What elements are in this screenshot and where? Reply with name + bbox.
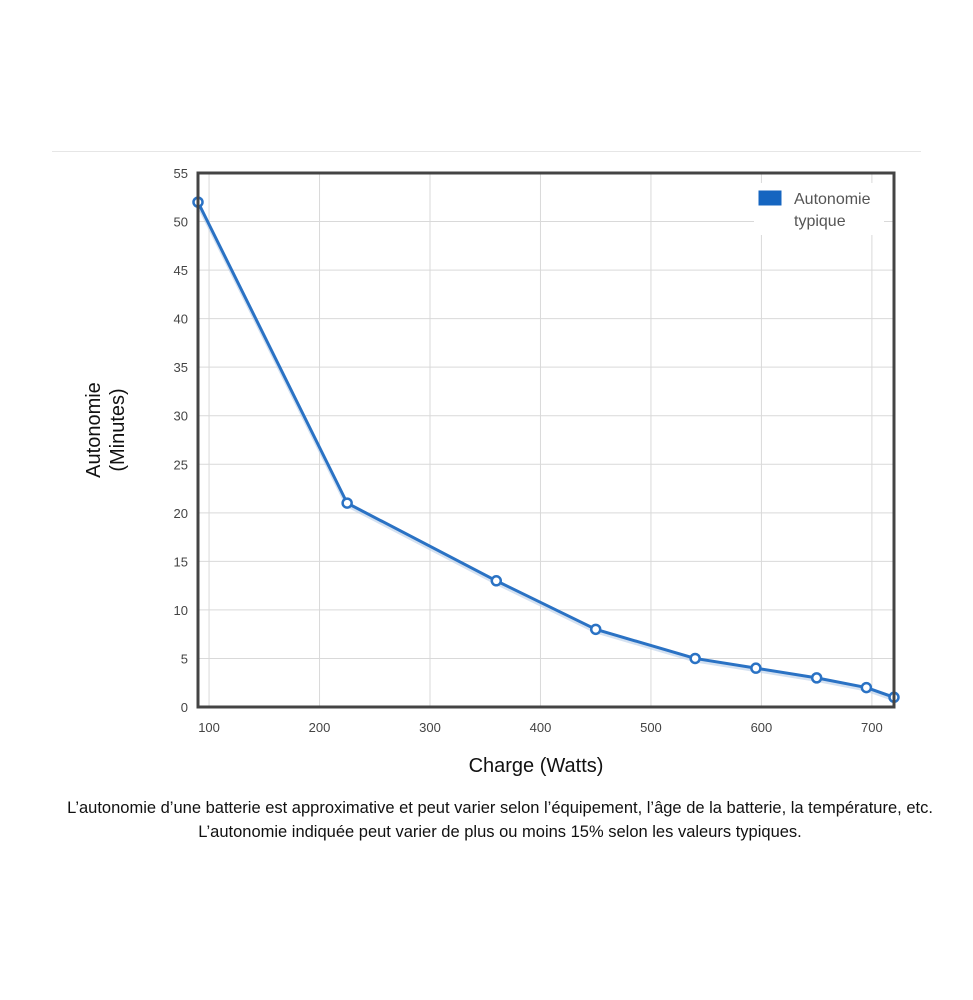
y-tick-label: 5: [181, 651, 188, 666]
x-tick-label: 700: [861, 720, 883, 735]
data-point: [689, 652, 701, 665]
y-tick-label: 50: [174, 215, 188, 230]
y-axis-title: Autonomie (Minutes): [83, 382, 129, 478]
plot-frame: [196, 171, 896, 709]
y-tick-label: 15: [174, 554, 188, 569]
y-tick-label: 35: [174, 360, 188, 375]
data-point: [341, 497, 353, 509]
y-tick-label: 40: [174, 312, 188, 327]
legend-label-line: typique: [794, 213, 846, 230]
y-tick-label: 25: [174, 457, 188, 472]
data-point: [490, 575, 503, 587]
x-tick-label: 100: [198, 720, 220, 735]
x-tick-label: 300: [419, 720, 441, 735]
x-tick-label: 600: [751, 720, 773, 735]
y-tick-label: 10: [174, 603, 188, 618]
chart-caption: L’autonomie d’une batterie est approxima…: [67, 799, 933, 841]
legend-swatch: [757, 189, 783, 207]
y-tick-label: 20: [174, 506, 188, 521]
x-axis-title: Charge (Watts): [469, 755, 604, 777]
legend-label-line: Autonomie: [794, 191, 871, 208]
x-tick-label: 400: [530, 720, 552, 735]
data-point: [810, 672, 823, 684]
y-tick-label: 30: [174, 409, 188, 424]
y-tick-label: 45: [174, 263, 188, 278]
y-tick-label: 0: [181, 700, 188, 715]
x-tick-label: 200: [309, 720, 331, 735]
y-tick-label: 55: [174, 166, 188, 181]
plot-area: [198, 173, 894, 707]
x-tick-label: 500: [640, 720, 662, 735]
data-point: [860, 681, 873, 694]
data-point: [589, 623, 602, 636]
legend: Autonomie typique: [754, 183, 884, 235]
y-axis-title-line: Autonomie: [83, 382, 105, 478]
data-point: [750, 662, 762, 674]
top-divider: [52, 151, 921, 152]
y-axis-title-line: (Minutes): [107, 388, 129, 471]
